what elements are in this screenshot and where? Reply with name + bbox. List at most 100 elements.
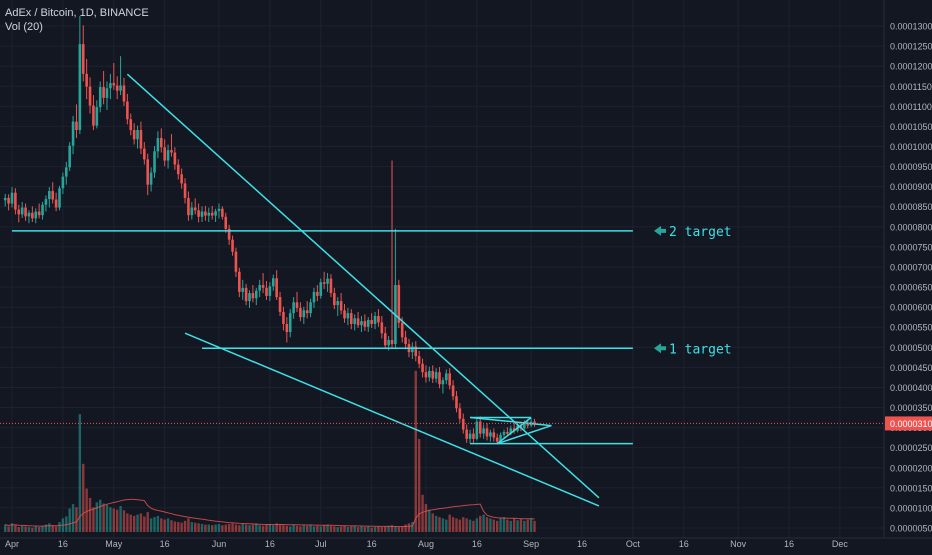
candle-body xyxy=(193,207,197,211)
candle-body xyxy=(285,323,289,333)
volume-bar xyxy=(346,527,350,532)
volume-bar xyxy=(417,439,421,532)
candle-body xyxy=(261,285,265,288)
volume-bar xyxy=(492,519,496,532)
candle-body xyxy=(268,286,272,296)
volume-bar xyxy=(377,526,380,532)
symbol-title[interactable]: AdEx / Bitcoin, 1D, BINANCE xyxy=(5,7,149,19)
target-label: 2 target xyxy=(669,225,732,240)
volume-bar xyxy=(210,525,214,532)
volume-bar xyxy=(499,518,502,532)
volume-bar xyxy=(482,514,485,532)
candle-body xyxy=(353,318,356,324)
volume-ma-line xyxy=(5,498,535,527)
candle-body xyxy=(424,372,428,378)
volume-bar xyxy=(126,513,129,532)
candle-body xyxy=(34,211,38,219)
volume-bar xyxy=(336,527,339,532)
candle-body xyxy=(149,172,153,185)
candle-body xyxy=(75,121,78,131)
volume-bar xyxy=(472,520,475,532)
volume-bar xyxy=(414,370,417,532)
volume-bar xyxy=(265,524,268,532)
volume-bar xyxy=(44,524,48,532)
candle-body xyxy=(61,176,65,189)
volume-bar xyxy=(343,525,346,532)
volume-bar xyxy=(455,518,458,532)
candle-body xyxy=(343,310,346,319)
volume-bar xyxy=(529,518,533,532)
candle-body xyxy=(3,197,7,201)
volume-bar xyxy=(475,518,479,532)
candle-body xyxy=(360,321,363,326)
candle-body xyxy=(44,199,48,205)
volume-bar xyxy=(397,527,401,532)
candle-body xyxy=(41,204,44,216)
candle-body xyxy=(81,44,85,74)
candle-body xyxy=(112,83,116,86)
volume-bar xyxy=(200,523,204,532)
volume-bar xyxy=(329,525,333,532)
candle-body xyxy=(119,85,122,91)
volume-bar xyxy=(353,525,356,532)
volume-bar xyxy=(143,516,146,532)
volume-indicator-label[interactable]: Vol (20) xyxy=(5,21,43,33)
volume-bar xyxy=(312,526,316,532)
chart-legend: AdEx / Bitcoin, 1D, BINANCE Vol (20) xyxy=(5,6,149,34)
volume-bar xyxy=(448,514,451,532)
candle-body xyxy=(58,188,61,208)
candle-body xyxy=(146,159,150,185)
candle-body xyxy=(336,301,340,306)
candle-body xyxy=(200,211,204,217)
volume-bar xyxy=(373,527,377,532)
candle-body xyxy=(282,311,285,324)
volume-bar xyxy=(339,526,343,532)
volume-bar xyxy=(102,503,105,532)
volume-bar xyxy=(48,523,51,532)
candle-body xyxy=(27,212,31,217)
candle-body xyxy=(136,130,139,140)
volume-bar xyxy=(462,517,465,532)
candle-body xyxy=(292,302,295,314)
volume-bar xyxy=(299,526,302,532)
candle-body xyxy=(187,197,190,216)
volume-bar xyxy=(282,525,285,532)
candle-body xyxy=(461,418,465,430)
volume-bar xyxy=(400,526,404,532)
candle-body xyxy=(373,315,377,324)
trendline xyxy=(126,73,600,499)
volume-bar xyxy=(227,523,231,532)
candle-body xyxy=(387,340,390,346)
candle-body xyxy=(411,346,414,353)
candle-body xyxy=(414,346,418,357)
volume-bar xyxy=(458,519,462,532)
time-tick-label: Aug xyxy=(418,539,434,549)
candle-body xyxy=(85,73,88,87)
volume-bar xyxy=(370,527,373,532)
volume-bar xyxy=(394,526,397,532)
target-arrow-icon xyxy=(654,225,666,236)
volume-bar xyxy=(88,497,92,532)
candle-body xyxy=(244,287,248,302)
volume-bar xyxy=(305,525,309,532)
candle-body xyxy=(346,313,350,319)
time-tick-label: Sep xyxy=(523,539,539,549)
volume-bar xyxy=(139,513,143,532)
volume-bar xyxy=(367,526,370,532)
candle-body xyxy=(316,291,319,296)
candle-body xyxy=(68,145,71,168)
time-tick-label: 16 xyxy=(784,539,794,549)
candle-body xyxy=(265,287,268,296)
volume-bar xyxy=(149,518,153,532)
volume-bar xyxy=(75,507,78,532)
